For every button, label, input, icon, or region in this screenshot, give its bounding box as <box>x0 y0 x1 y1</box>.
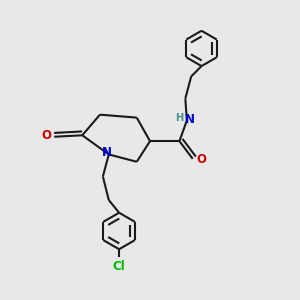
Text: N: N <box>185 112 195 126</box>
Text: N: N <box>101 146 111 159</box>
Text: H: H <box>175 113 184 123</box>
Text: Cl: Cl <box>113 260 125 273</box>
Text: O: O <box>196 153 206 166</box>
Text: O: O <box>41 129 51 142</box>
